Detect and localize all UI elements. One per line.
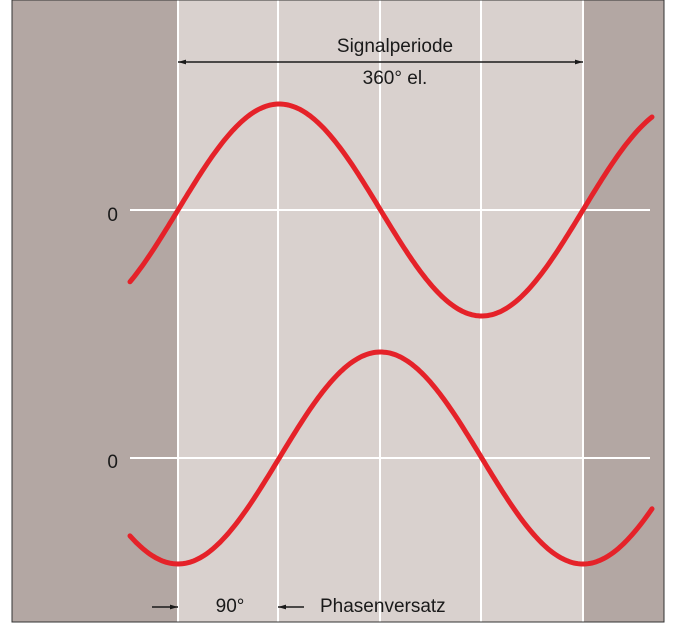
signal-wave-1 (127, 101, 655, 319)
signal-wave-2 (127, 349, 655, 567)
zero-label: 0 (107, 452, 118, 473)
grid (130, 0, 650, 622)
phase-label: Phasenversatz (320, 596, 446, 617)
zero-label: 0 (107, 205, 118, 226)
phase-value: 90° (216, 596, 245, 617)
period-value: 360° el. (363, 68, 428, 89)
frame (11, 0, 665, 623)
period-label: Signalperiode (337, 36, 453, 57)
